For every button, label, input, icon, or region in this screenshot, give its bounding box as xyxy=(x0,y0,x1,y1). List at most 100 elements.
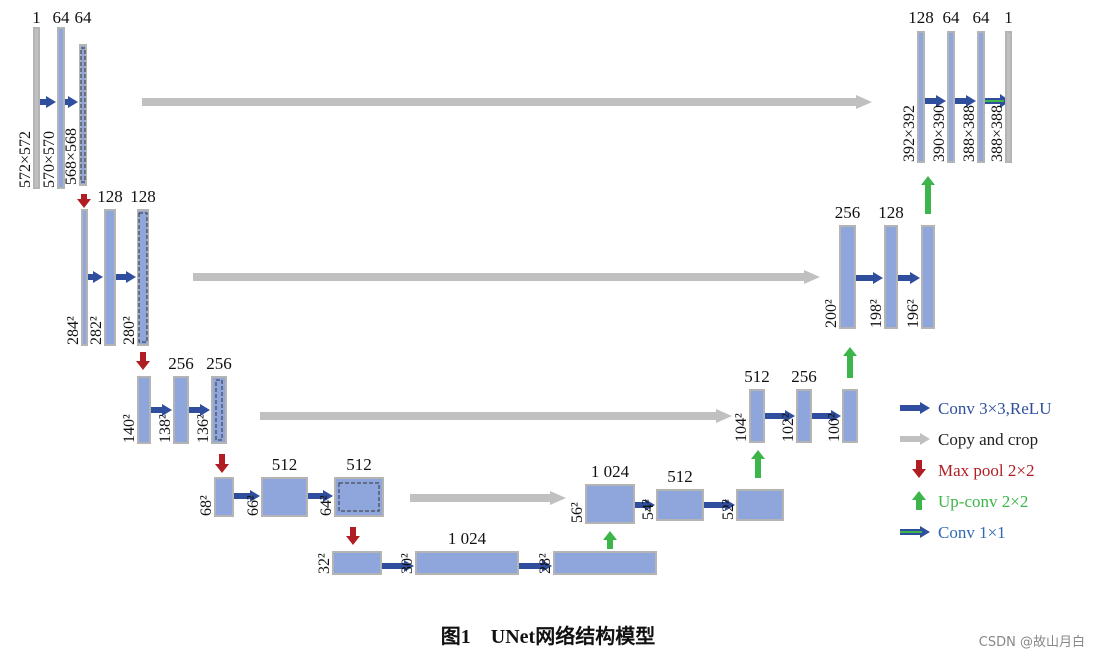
size-label: 52² xyxy=(720,499,737,520)
size-label: 200² xyxy=(823,299,840,328)
channel-label: 1 xyxy=(32,8,41,27)
feature-map xyxy=(334,477,384,517)
legend-icon xyxy=(912,491,926,510)
feature-map xyxy=(104,209,116,346)
conv-arrow xyxy=(855,272,883,284)
copy-arrow xyxy=(142,95,872,109)
feature-map xyxy=(81,209,88,346)
conv-arrow xyxy=(764,410,795,422)
feature-map xyxy=(1005,31,1012,163)
feature-map xyxy=(749,389,765,443)
copy-arrow xyxy=(193,270,820,284)
legend-label: Conv 3×3,ReLU xyxy=(938,399,1051,418)
channel-label: 256 xyxy=(206,354,232,373)
conv-arrow xyxy=(703,499,735,511)
size-label: 100² xyxy=(826,413,843,442)
legend-label: Max pool 2×2 xyxy=(938,461,1034,480)
size-label: 102² xyxy=(780,413,797,442)
feature-map xyxy=(137,376,151,444)
feature-map xyxy=(415,551,519,575)
channel-label: 1 xyxy=(1004,8,1013,27)
feature-map xyxy=(211,376,227,444)
channel-label: 64 xyxy=(75,8,93,27)
channel-label: 128 xyxy=(908,8,934,27)
size-label: 568×568 xyxy=(63,128,80,185)
feature-map xyxy=(917,31,925,163)
feature-map xyxy=(332,551,382,575)
crop-box xyxy=(338,482,380,512)
feature-map xyxy=(839,225,856,329)
channel-label: 512 xyxy=(346,455,372,474)
size-label: 56² xyxy=(569,502,586,523)
conv-arrow xyxy=(924,95,946,107)
channel-label: 64 xyxy=(973,8,991,27)
channel-label: 64 xyxy=(53,8,71,27)
feature-map xyxy=(173,376,189,444)
channel-label: 512 xyxy=(667,467,693,486)
size-label: 30² xyxy=(399,553,416,574)
feature-map xyxy=(33,27,40,189)
size-label: 282² xyxy=(88,316,105,345)
conv-arrow xyxy=(233,490,260,502)
size-label: 570×570 xyxy=(41,131,58,188)
conv-arrow xyxy=(381,560,414,572)
size-label: 388×388 xyxy=(961,105,978,162)
pool-arrow xyxy=(77,194,91,208)
conv-arrow xyxy=(518,560,552,572)
size-label: 68² xyxy=(198,495,215,516)
size-label: 392×392 xyxy=(901,105,918,162)
watermark: CSDN @故山月白 xyxy=(979,634,1085,650)
feature-map xyxy=(947,31,955,163)
size-label: 32² xyxy=(316,553,333,574)
size-label: 280² xyxy=(121,316,138,345)
channel-label: 256 xyxy=(791,367,817,386)
pool-arrow xyxy=(215,454,229,473)
crop-box xyxy=(138,212,148,343)
channel-label: 1 024 xyxy=(448,529,487,548)
conv-arrow xyxy=(897,272,920,284)
feature-map xyxy=(796,389,812,443)
feature-map xyxy=(79,44,87,186)
legend-label: Conv 1×1 xyxy=(938,523,1006,542)
feature-map xyxy=(57,27,65,189)
channel-label: 128 xyxy=(130,187,156,206)
conv-arrow xyxy=(36,96,56,108)
feature-map xyxy=(884,225,898,329)
size-label: 196² xyxy=(905,299,922,328)
channel-label: 256 xyxy=(835,203,861,222)
size-label: 388×388 xyxy=(989,105,1006,162)
channel-label: 1 024 xyxy=(591,462,630,481)
upconv-arrow xyxy=(751,450,765,478)
size-label: 66² xyxy=(245,495,262,516)
upconv-arrow xyxy=(843,347,857,378)
feature-map xyxy=(921,225,935,329)
size-label: 390×390 xyxy=(931,105,948,162)
feature-map xyxy=(261,477,308,517)
channel-label: 128 xyxy=(878,203,904,222)
size-label: 198² xyxy=(868,299,885,328)
conv-arrow xyxy=(62,96,78,108)
feature-map xyxy=(553,551,657,575)
size-label: 64² xyxy=(318,495,335,516)
feature-map xyxy=(585,484,635,524)
crop-box xyxy=(80,47,86,183)
copy-arrow xyxy=(410,491,566,505)
size-label: 140² xyxy=(121,414,138,443)
feature-map xyxy=(842,389,858,443)
size-label: 104² xyxy=(733,413,750,442)
size-label: 284² xyxy=(65,316,82,345)
conv-arrow xyxy=(954,95,976,107)
feature-map xyxy=(214,477,234,517)
feature-map xyxy=(656,489,704,521)
feature-map xyxy=(736,489,784,521)
channel-label: 512 xyxy=(272,455,298,474)
channel-label: 256 xyxy=(168,354,194,373)
legend-label: Up-conv 2×2 xyxy=(938,492,1028,511)
feature-map xyxy=(977,31,985,163)
caption: 图1 UNet网络结构模型 xyxy=(441,624,655,648)
channel-label: 64 xyxy=(943,8,961,27)
pool-arrow xyxy=(346,527,360,545)
channel-label: 128 xyxy=(97,187,123,206)
conv-arrow xyxy=(150,404,172,416)
size-label: 572×572 xyxy=(17,131,34,188)
